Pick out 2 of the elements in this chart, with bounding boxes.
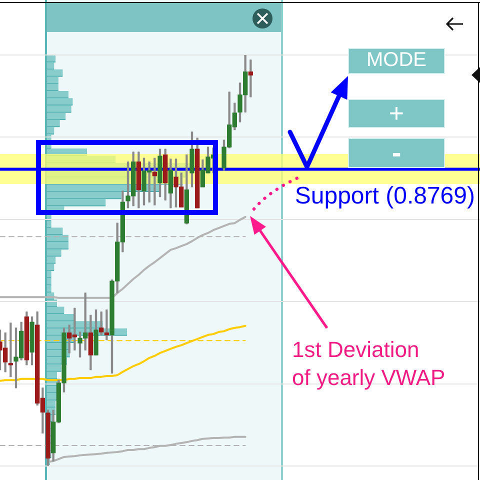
annotation: 1st Deviation of yearly VWAP (292, 336, 446, 392)
ref-line-label: Support (0.8769) (294, 182, 475, 210)
